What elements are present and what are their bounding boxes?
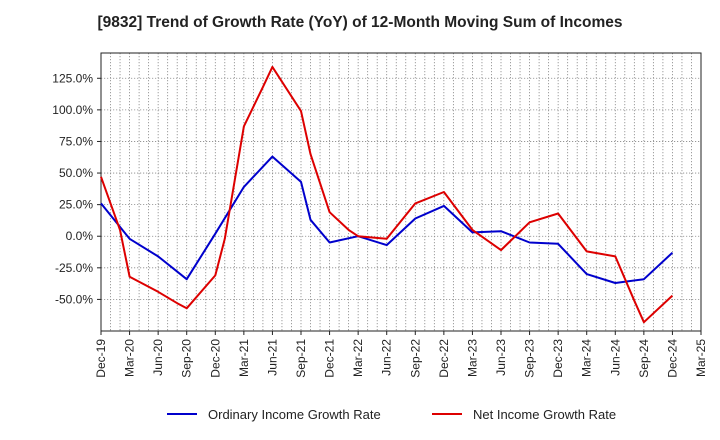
series-line-net-income: [100, 65, 674, 324]
x-tick-label: Sep-22: [408, 339, 422, 378]
x-tick-label: Dec-19: [94, 339, 108, 378]
x-tick-label: Mar-22: [351, 339, 365, 377]
chart-title: [9832] Trend of Growth Rate (YoY) of 12-…: [97, 14, 623, 31]
x-tick-label: Dec-22: [437, 339, 451, 378]
y-tick-label: 50.0%: [59, 166, 93, 180]
y-tick-label: 0.0%: [66, 229, 94, 243]
legend-label: Ordinary Income Growth Rate: [208, 407, 381, 422]
x-tick-label: Mar-24: [580, 339, 594, 377]
x-tick-label: Mar-23: [465, 339, 479, 377]
x-tick-label: Sep-21: [294, 339, 308, 378]
x-tick-label: Jun-23: [494, 339, 508, 376]
y-tick-label: 125.0%: [52, 71, 93, 85]
x-tick-label: Dec-21: [323, 339, 337, 378]
plot-frame: [100, 52, 702, 332]
y-tick-label: 25.0%: [59, 198, 93, 212]
x-tick-label: Dec-23: [551, 339, 565, 378]
x-tick-label: Sep-20: [180, 339, 194, 378]
y-tick-label: 75.0%: [59, 134, 93, 148]
x-tick-label: Mar-21: [237, 339, 251, 377]
x-tick-label: Jun-21: [265, 339, 279, 376]
x-tick-label: Jun-22: [380, 339, 394, 376]
series-line-ordinary-income: [100, 155, 674, 284]
x-tick-label: Sep-23: [523, 339, 537, 378]
x-tick-label: Dec-20: [208, 339, 222, 378]
x-tick-label: Dec-24: [665, 339, 679, 378]
x-tick-label: Mar-25: [694, 339, 708, 377]
y-tick-label: -50.0%: [55, 292, 93, 306]
legend-label: Net Income Growth Rate: [473, 407, 616, 422]
x-tick-label: Jun-20: [151, 339, 165, 376]
x-tick-label: Mar-20: [123, 339, 137, 377]
x-tick-label: Sep-24: [637, 339, 651, 378]
y-tick-label: 100.0%: [52, 103, 93, 117]
x-tick-label: Jun-24: [608, 339, 622, 376]
y-tick-label: -25.0%: [55, 261, 93, 275]
